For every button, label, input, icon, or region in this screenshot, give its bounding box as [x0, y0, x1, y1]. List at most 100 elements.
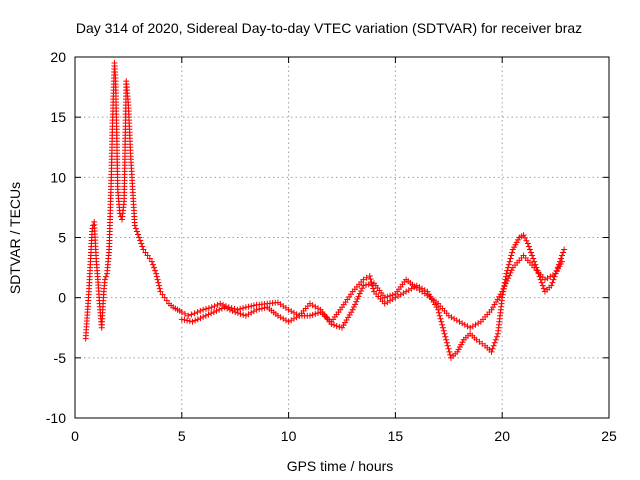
data-point	[178, 309, 185, 316]
data-point	[205, 311, 212, 318]
data-point	[218, 305, 225, 312]
data-point	[437, 315, 444, 322]
data-point	[161, 294, 168, 301]
data-point	[531, 258, 538, 265]
data-point	[491, 339, 498, 346]
data-point	[200, 306, 207, 313]
data-point	[188, 311, 195, 318]
data-point	[258, 305, 265, 312]
data-point	[363, 282, 370, 289]
data-point	[538, 279, 545, 286]
data-point	[146, 255, 153, 262]
data-point	[253, 306, 260, 313]
data-point	[138, 240, 145, 247]
data-point	[101, 276, 108, 283]
data-point	[509, 249, 516, 256]
data-point	[224, 305, 231, 312]
data-point	[447, 351, 454, 358]
data-point	[352, 301, 359, 308]
data-point	[213, 307, 220, 314]
data-point	[443, 336, 450, 343]
data-point	[526, 246, 533, 253]
data-point	[221, 304, 228, 311]
data-point	[539, 282, 546, 289]
data-point	[208, 310, 215, 317]
data-point	[489, 345, 496, 352]
data-point	[185, 312, 192, 319]
y-tick-label: 5	[58, 230, 66, 246]
data-point	[149, 261, 156, 268]
x-tick-label: 10	[281, 428, 297, 444]
data-point	[192, 317, 199, 324]
data-point	[501, 283, 508, 290]
data-point	[506, 258, 513, 265]
data-point	[336, 323, 343, 330]
data-point	[446, 348, 453, 355]
axis-ticks: 0 5 10 15 20 25 -10 -5 0 5 10 15 20	[46, 49, 617, 444]
data-point	[438, 318, 445, 325]
data-point	[505, 261, 512, 268]
data-point	[135, 231, 142, 238]
data-point	[557, 255, 564, 262]
series-0	[82, 60, 568, 361]
data-point	[357, 287, 364, 294]
data-point	[142, 249, 149, 256]
data-point	[523, 237, 530, 244]
y-tick-label: 20	[50, 49, 66, 65]
x-tick-label: 20	[494, 428, 510, 444]
data-point	[211, 303, 218, 310]
data-point	[506, 272, 513, 279]
y-tick-label: -10	[46, 410, 66, 426]
data-point	[360, 282, 367, 289]
data-point	[443, 339, 450, 346]
data-point	[525, 243, 532, 250]
data-point	[137, 237, 144, 244]
data-point	[384, 293, 391, 300]
data-point	[353, 298, 360, 305]
data-point	[159, 291, 166, 298]
data-point	[217, 300, 224, 307]
data-point	[163, 297, 170, 304]
data-point	[355, 293, 362, 300]
data-point	[505, 275, 512, 282]
chart-title: Day 314 of 2020, Sidereal Day-to-day VTE…	[76, 20, 582, 36]
data-point	[144, 252, 151, 259]
data-point	[381, 294, 388, 301]
data-point	[488, 348, 495, 355]
data-point	[560, 249, 567, 256]
data-point	[232, 309, 239, 316]
data-point	[229, 307, 236, 314]
data-point	[245, 303, 252, 310]
data-point	[189, 318, 196, 325]
data-point	[439, 324, 446, 331]
data-point	[153, 270, 160, 277]
data-point	[493, 333, 500, 340]
data-point	[328, 321, 335, 328]
data-point	[208, 304, 215, 311]
data-point	[354, 296, 361, 303]
data-point	[203, 305, 210, 312]
data-point	[136, 234, 143, 241]
data-point	[389, 291, 396, 298]
data-point	[444, 342, 451, 349]
data-point	[540, 285, 547, 292]
data-point	[503, 277, 510, 284]
data-point	[234, 310, 241, 317]
y-tick-label: 15	[50, 109, 66, 125]
data-point	[237, 305, 244, 312]
x-axis-label: GPS time / hours	[287, 458, 394, 474]
data-point	[197, 315, 204, 322]
data-point	[156, 285, 163, 292]
y-tick-label: 10	[50, 169, 66, 185]
data-point	[240, 311, 247, 318]
data-point	[367, 276, 374, 283]
data-point	[532, 261, 539, 268]
data-point	[507, 255, 514, 262]
data-point	[524, 240, 531, 247]
data-point	[439, 321, 446, 328]
data-point	[363, 274, 370, 281]
data-point	[256, 306, 263, 313]
data-point	[561, 246, 568, 253]
data-point	[312, 310, 319, 317]
